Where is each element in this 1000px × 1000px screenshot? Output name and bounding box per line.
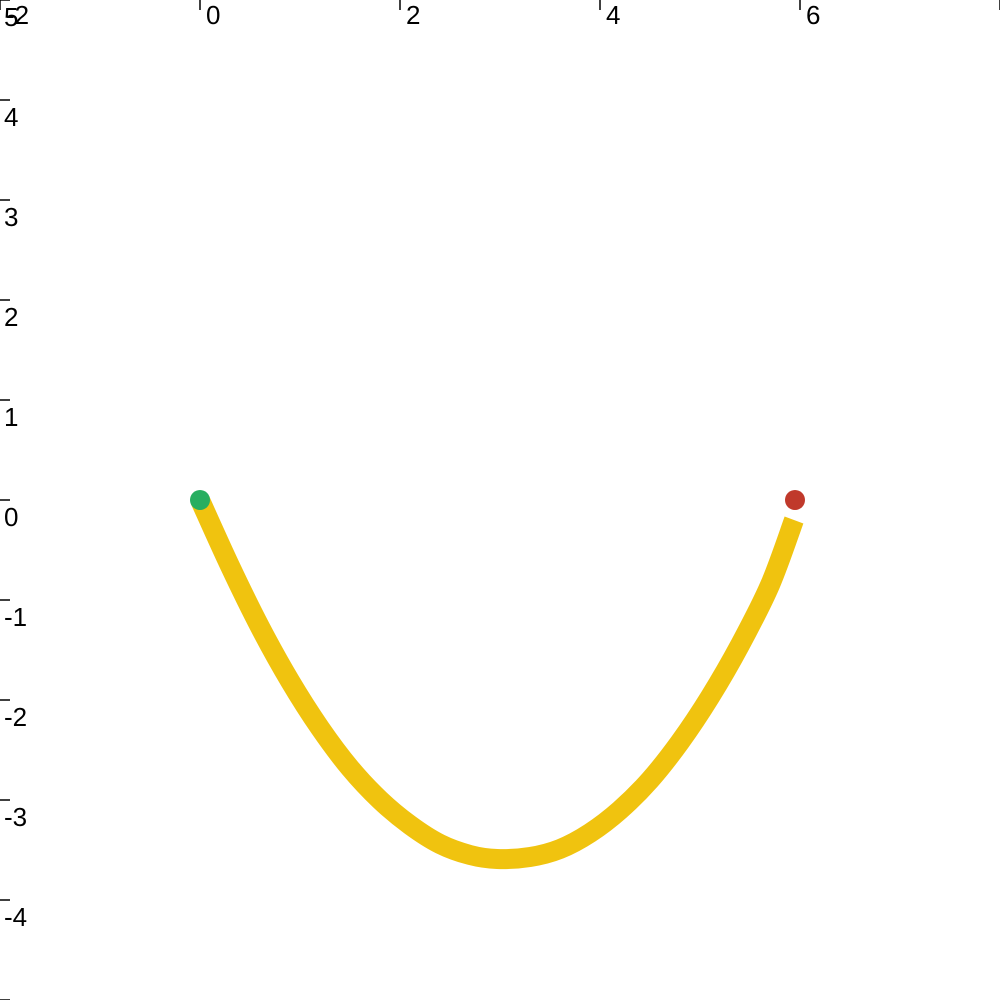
- y-axis: 5 4 3 2 1 0 -1 -2 -3 -4: [0, 0, 27, 1000]
- y-tick-label: -4: [4, 902, 27, 932]
- y-tick-label: 2: [4, 302, 18, 332]
- y-tick-label: -3: [4, 802, 27, 832]
- end-point-marker: [785, 490, 805, 510]
- y-tick-label: 1: [4, 402, 18, 432]
- x-axis: -2 0 2 4 6: [0, 0, 1000, 30]
- marker-layer: [190, 490, 805, 510]
- y-tick-label: 4: [4, 102, 18, 132]
- y-tick-label: 5: [4, 2, 18, 32]
- y-tick-label: 0: [4, 502, 18, 532]
- x-tick-label: 0: [206, 0, 220, 30]
- x-tick-label: 6: [806, 0, 820, 30]
- x-tick-label: -2: [6, 0, 29, 30]
- x-tick-label: 4: [606, 0, 620, 30]
- start-point-marker: [190, 490, 210, 510]
- series-line: [190, 495, 804, 870]
- y-tick-label: -1: [4, 602, 27, 632]
- series-layer: [190, 495, 804, 870]
- x-tick-label: 2: [406, 0, 420, 30]
- y-tick-label: -2: [4, 702, 27, 732]
- y-tick-label: 3: [4, 202, 18, 232]
